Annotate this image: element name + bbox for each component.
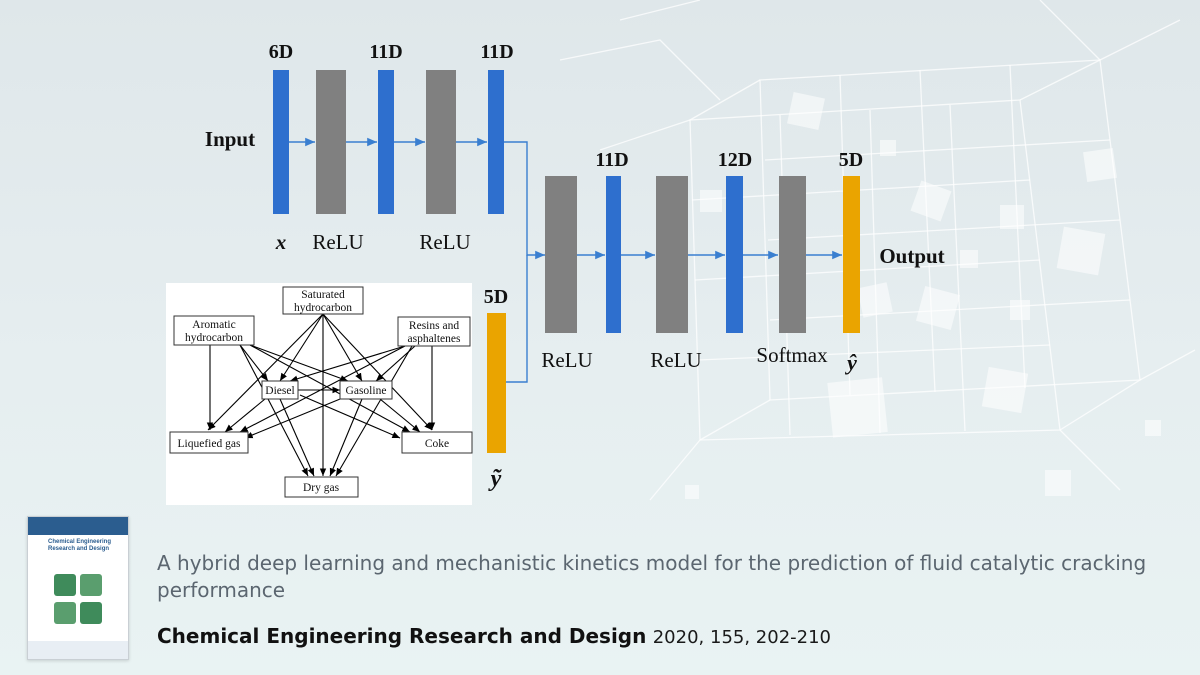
node-saturated-line2: hydrocarbon bbox=[294, 302, 352, 314]
node-saturated-line1: Saturated bbox=[301, 289, 345, 301]
mechanistic-output-layer-5d bbox=[487, 313, 506, 453]
node-aromatic-line2: hydrocarbon bbox=[185, 332, 243, 344]
node-resins-line2: asphaltenes bbox=[407, 333, 461, 345]
node-coke: Coke bbox=[425, 438, 449, 450]
upper-arrows bbox=[289, 137, 545, 260]
relu-layer-2 bbox=[426, 70, 456, 214]
softmax-layer bbox=[779, 176, 806, 333]
output-layer-5d bbox=[843, 176, 860, 333]
dim-label-11d-a: 11D bbox=[369, 41, 402, 63]
journal-cover-thumbnail[interactable]: Chemical Engineering Research and Design bbox=[27, 516, 129, 660]
output-label: Output bbox=[879, 244, 944, 268]
dim-label-12d: 12D bbox=[718, 149, 752, 171]
paper-title: A hybrid deep learning and mechanistic k… bbox=[157, 551, 1147, 602]
dim-label-6d: 6D bbox=[269, 41, 293, 63]
lower-arrows bbox=[506, 250, 842, 383]
node-liquefied-gas: Liquefied gas bbox=[178, 438, 241, 450]
cube-lattice-decoration bbox=[559, 0, 1196, 501]
cover-header-band bbox=[28, 517, 128, 535]
relu-layer-4 bbox=[656, 176, 688, 333]
dim-label-5d-feedback: 5D bbox=[484, 286, 508, 308]
hidden-layer-12d bbox=[726, 176, 743, 333]
cover-title: Chemical Engineering Research and Design bbox=[48, 539, 112, 552]
node-resins-line1: Resins and bbox=[409, 320, 459, 332]
dim-label-11d-c: 11D bbox=[595, 149, 628, 171]
relu-label-3: ReLU bbox=[541, 348, 592, 372]
input-label: Input bbox=[205, 127, 255, 151]
hidden-layer-11d-c bbox=[606, 176, 621, 333]
relu-label-4: ReLU bbox=[650, 348, 701, 372]
dim-label-11d-b: 11D bbox=[480, 41, 513, 63]
relu-layer-1 bbox=[316, 70, 346, 214]
node-aromatic-line1: Aromatic bbox=[192, 319, 235, 331]
citation-ref: 2020, 155, 202-210 bbox=[652, 627, 831, 648]
dim-label-5d-output: 5D bbox=[839, 149, 863, 171]
hidden-layer-11d-a bbox=[378, 70, 394, 214]
relu-layer-3 bbox=[545, 176, 577, 333]
cover-artwork bbox=[50, 572, 105, 632]
node-dry-gas: Dry gas bbox=[303, 482, 340, 494]
softmax-label: Softmax bbox=[756, 343, 828, 367]
x-label: x bbox=[275, 230, 287, 254]
cover-footer bbox=[28, 641, 128, 659]
hidden-layer-11d-b bbox=[488, 70, 504, 214]
journal-name: Chemical Engineering Research and Design bbox=[157, 624, 647, 648]
cube-blocks-decoration bbox=[685, 92, 1161, 499]
lumping-diagram: Saturated hydrocarbon Aromatic hydrocarb… bbox=[166, 283, 473, 505]
y-tilde-label: ỹ bbox=[488, 466, 503, 492]
node-diesel: Diesel bbox=[265, 385, 294, 397]
y-hat-label: ŷ bbox=[844, 350, 857, 375]
input-layer-6d bbox=[273, 70, 289, 214]
node-gasoline: Gasoline bbox=[346, 385, 387, 397]
citation: Chemical Engineering Research and Design… bbox=[157, 624, 831, 648]
relu-label-1: ReLU bbox=[312, 230, 363, 254]
relu-label-2: ReLU bbox=[419, 230, 470, 254]
